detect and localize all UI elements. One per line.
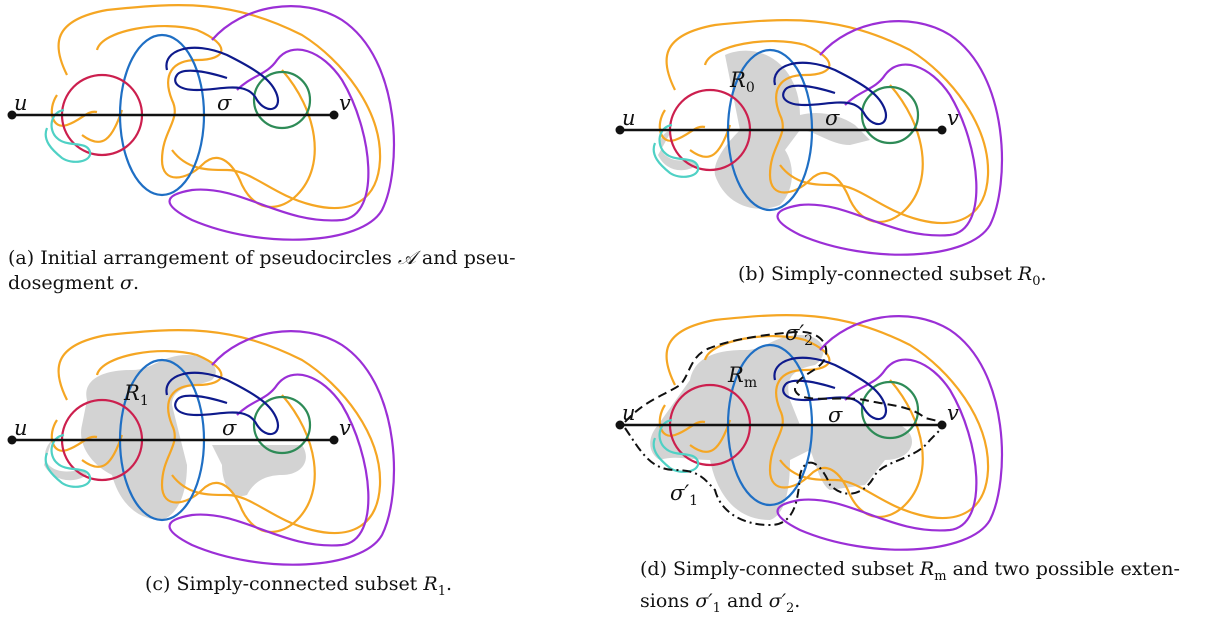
label-sigma2-ext: σ′2 [785,321,813,349]
label-u: u [14,91,28,115]
endpoint-v [329,110,339,120]
label-region: R0 [729,68,755,96]
label-u: u [622,106,636,130]
endpoint-v [937,420,947,430]
label-v: v [339,91,351,115]
panel-c: u v σ R1 [7,329,396,566]
caption-a: (a) Initial arrangement of pseudocircles… [8,247,516,294]
label-sigma: σ [217,91,232,115]
pseudocircle-arrangement [44,4,396,241]
endpoint-u [615,420,625,430]
endpoint-u [7,110,17,120]
endpoint-v [329,435,339,445]
label-u: u [622,401,636,425]
label-sigma1-ext: σ′1 [670,481,698,509]
endpoint-v [937,125,947,135]
label-u: u [14,416,28,440]
panel-b: u v σ R0 [615,19,1004,256]
label-sigma: σ [222,416,237,440]
label-region: Rm [727,363,757,391]
endpoint-u [7,435,17,445]
extension-sigma2 [624,330,943,423]
caption-b: (b) Simply-connected subset R0. [738,263,1047,289]
panel-d: u v σ Rm σ′1 σ′2 [615,314,1004,551]
label-sigma: σ [825,106,840,130]
label-sigma: σ [828,403,843,427]
endpoint-u [615,125,625,135]
label-v: v [947,401,959,425]
label-v: v [339,416,351,440]
label-v: v [947,106,959,130]
caption-d: (d) Simply-connected subset Rm and two p… [640,558,1180,616]
label-region: R1 [123,381,149,409]
panel-a: u v σ [7,4,396,241]
caption-c: (c) Simply-connected subset R1. [145,573,453,599]
